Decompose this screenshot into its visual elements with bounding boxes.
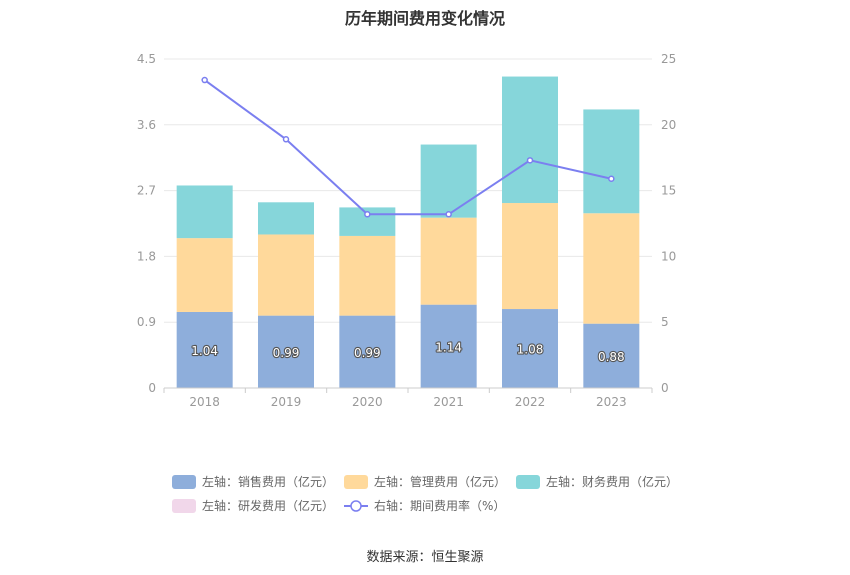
x-axis-tick-label: 2022 — [515, 395, 546, 409]
data-source: 数据来源：恒生聚源 — [366, 550, 484, 565]
legend-swatch-admin — [344, 475, 368, 489]
bar-sales — [420, 304, 477, 388]
rate-point — [364, 211, 371, 218]
bar-sales — [583, 323, 640, 388]
legend-swatch-sales — [172, 475, 196, 489]
legend-swatch-rd — [172, 499, 196, 513]
data-label-sales: 1.04 — [191, 344, 218, 358]
right-axis-tick-label: 20 — [661, 118, 676, 132]
right-axis-tick-label: 15 — [661, 184, 676, 198]
bar-admin — [176, 238, 233, 312]
bar-finance — [420, 144, 477, 218]
chart-canvas: 0 0.9 1.8 2.7 3.6 4.5 0 5 10 15 20 25 2018 2019 2020 20… — [137, 52, 676, 409]
legend-swatch-rate — [344, 500, 368, 512]
x-axis-tick-label: 2019 — [271, 395, 302, 409]
data-label-sales: 0.88 — [598, 350, 625, 364]
legend-label-admin: 左轴：管理费用（亿元） — [374, 475, 507, 489]
bar-admin — [339, 235, 396, 316]
rate-point — [445, 211, 452, 218]
right-axis-tick-label: 5 — [661, 315, 669, 329]
bar-sales — [339, 315, 396, 388]
chart-title: 历年期间费用变化情况 — [344, 9, 505, 28]
right-axis-tick-label: 10 — [661, 249, 676, 263]
bar-admin — [420, 217, 477, 305]
legend-label-rate: 右轴：期间费用率（%） — [374, 499, 506, 513]
left-axis-tick-label: 2.7 — [137, 184, 156, 198]
x-axis-tick-label: 2021 — [433, 395, 464, 409]
bar-finance — [258, 202, 314, 235]
bar-admin — [502, 203, 558, 310]
legend-label-sales: 左轴：销售费用（亿元） — [202, 475, 335, 489]
data-label-sales: 0.99 — [354, 346, 381, 360]
left-axis-tick-label: 0.9 — [137, 315, 156, 329]
data-label-sales: 1.14 — [435, 340, 462, 354]
data-label-sales: 0.99 — [273, 346, 300, 360]
rate-point — [201, 76, 208, 84]
bar-sales — [502, 309, 558, 388]
rate-point — [282, 136, 290, 143]
legend-swatch-finance — [516, 475, 540, 489]
bar-admin — [258, 234, 314, 316]
bar-sales — [176, 311, 233, 388]
bar-sales — [258, 315, 314, 388]
right-axis-tick-label: 0 — [661, 381, 669, 395]
rate-point — [526, 157, 534, 164]
data-label-sales: 1.08 — [517, 343, 544, 357]
bar-finance — [176, 185, 233, 239]
rate-line — [204, 79, 612, 216]
bar-admin — [583, 213, 640, 324]
x-axis-tick-label: 2023 — [596, 395, 627, 409]
left-axis-tick-label: 1.8 — [137, 249, 156, 263]
rate-point — [608, 175, 615, 183]
x-axis-tick-label: 2018 — [189, 395, 220, 409]
right-axis-tick-label: 25 — [661, 52, 676, 66]
left-axis-tick-label: 3.6 — [137, 118, 156, 132]
bar-finance — [583, 109, 640, 214]
x-axis-tick-label: 2020 — [352, 395, 383, 409]
legend-label-finance: 左轴：财务费用（亿元） — [546, 475, 679, 489]
bar-finance — [502, 76, 558, 204]
left-axis-tick-label: 0 — [148, 381, 156, 395]
legend-label-rd: 左轴：研发费用（亿元） — [202, 499, 335, 513]
left-axis-tick-label: 4.5 — [137, 52, 156, 66]
legend-rate-marker — [350, 500, 362, 512]
